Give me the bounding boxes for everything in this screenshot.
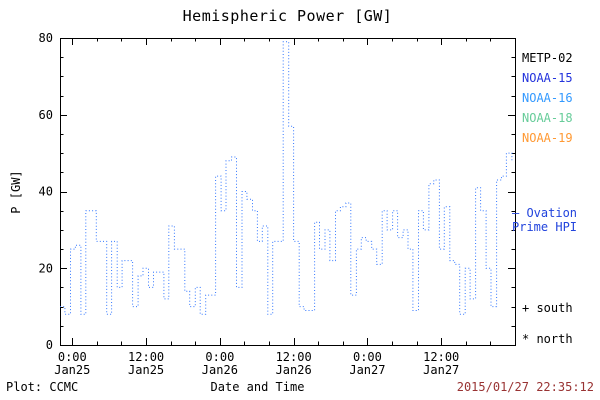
satellite-legend: METP-02 NOAA-15 NOAA-16 NOAA-18 NOAA-19	[522, 48, 573, 148]
legend-item-noaa-15: NOAA-15	[522, 71, 573, 85]
x-tick-label-date: Jan27	[349, 363, 385, 377]
series-ovation-prime-hpi	[60, 41, 513, 315]
north-marker-note: * north	[522, 332, 573, 346]
ovation-prime-note: – Ovation Prime HPI	[512, 206, 577, 234]
y-tick-label: 40	[39, 185, 53, 199]
plot-frame	[60, 38, 516, 346]
x-tick-label-time: 0:00	[58, 350, 87, 364]
legend-item-metp-02: METP-02	[522, 51, 573, 65]
x-tick-label-date: Jan26	[276, 363, 312, 377]
legend-item-noaa-16: NOAA-16	[522, 91, 573, 105]
y-tick-label: 20	[39, 261, 53, 275]
chart-title: Hemispheric Power [GW]	[182, 7, 393, 25]
x-tick-label-time: 0:00	[205, 350, 234, 364]
x-tick-label-time: 12:00	[423, 350, 459, 364]
x-tick-label-time: 12:00	[128, 350, 164, 364]
y-tick-label: 80	[39, 31, 53, 45]
timestamp: 2015/01/27 22:35:12	[456, 380, 594, 394]
y-tick-label: 0	[46, 338, 53, 352]
ovation-note-line1: – Ovation	[512, 206, 578, 220]
x-tick-label-date: Jan25	[128, 363, 164, 377]
x-tick-label-date: Jan25	[54, 363, 90, 377]
legend-item-noaa-18: NOAA-18	[522, 111, 573, 125]
south-marker-note: + south	[522, 301, 573, 315]
x-axis-label: Date and Time	[210, 380, 305, 394]
x-tick-label-date: Jan27	[423, 363, 459, 377]
x-tick-label-time: 0:00	[353, 350, 382, 364]
legend-item-noaa-19: NOAA-19	[522, 131, 573, 145]
ovation-note-line2: Prime HPI	[512, 220, 578, 234]
x-tick-label-date: Jan26	[202, 363, 238, 377]
y-tick-label: 60	[39, 108, 53, 122]
x-tick-label-time: 12:00	[276, 350, 312, 364]
plot-source: Plot: CCMC	[6, 380, 79, 394]
